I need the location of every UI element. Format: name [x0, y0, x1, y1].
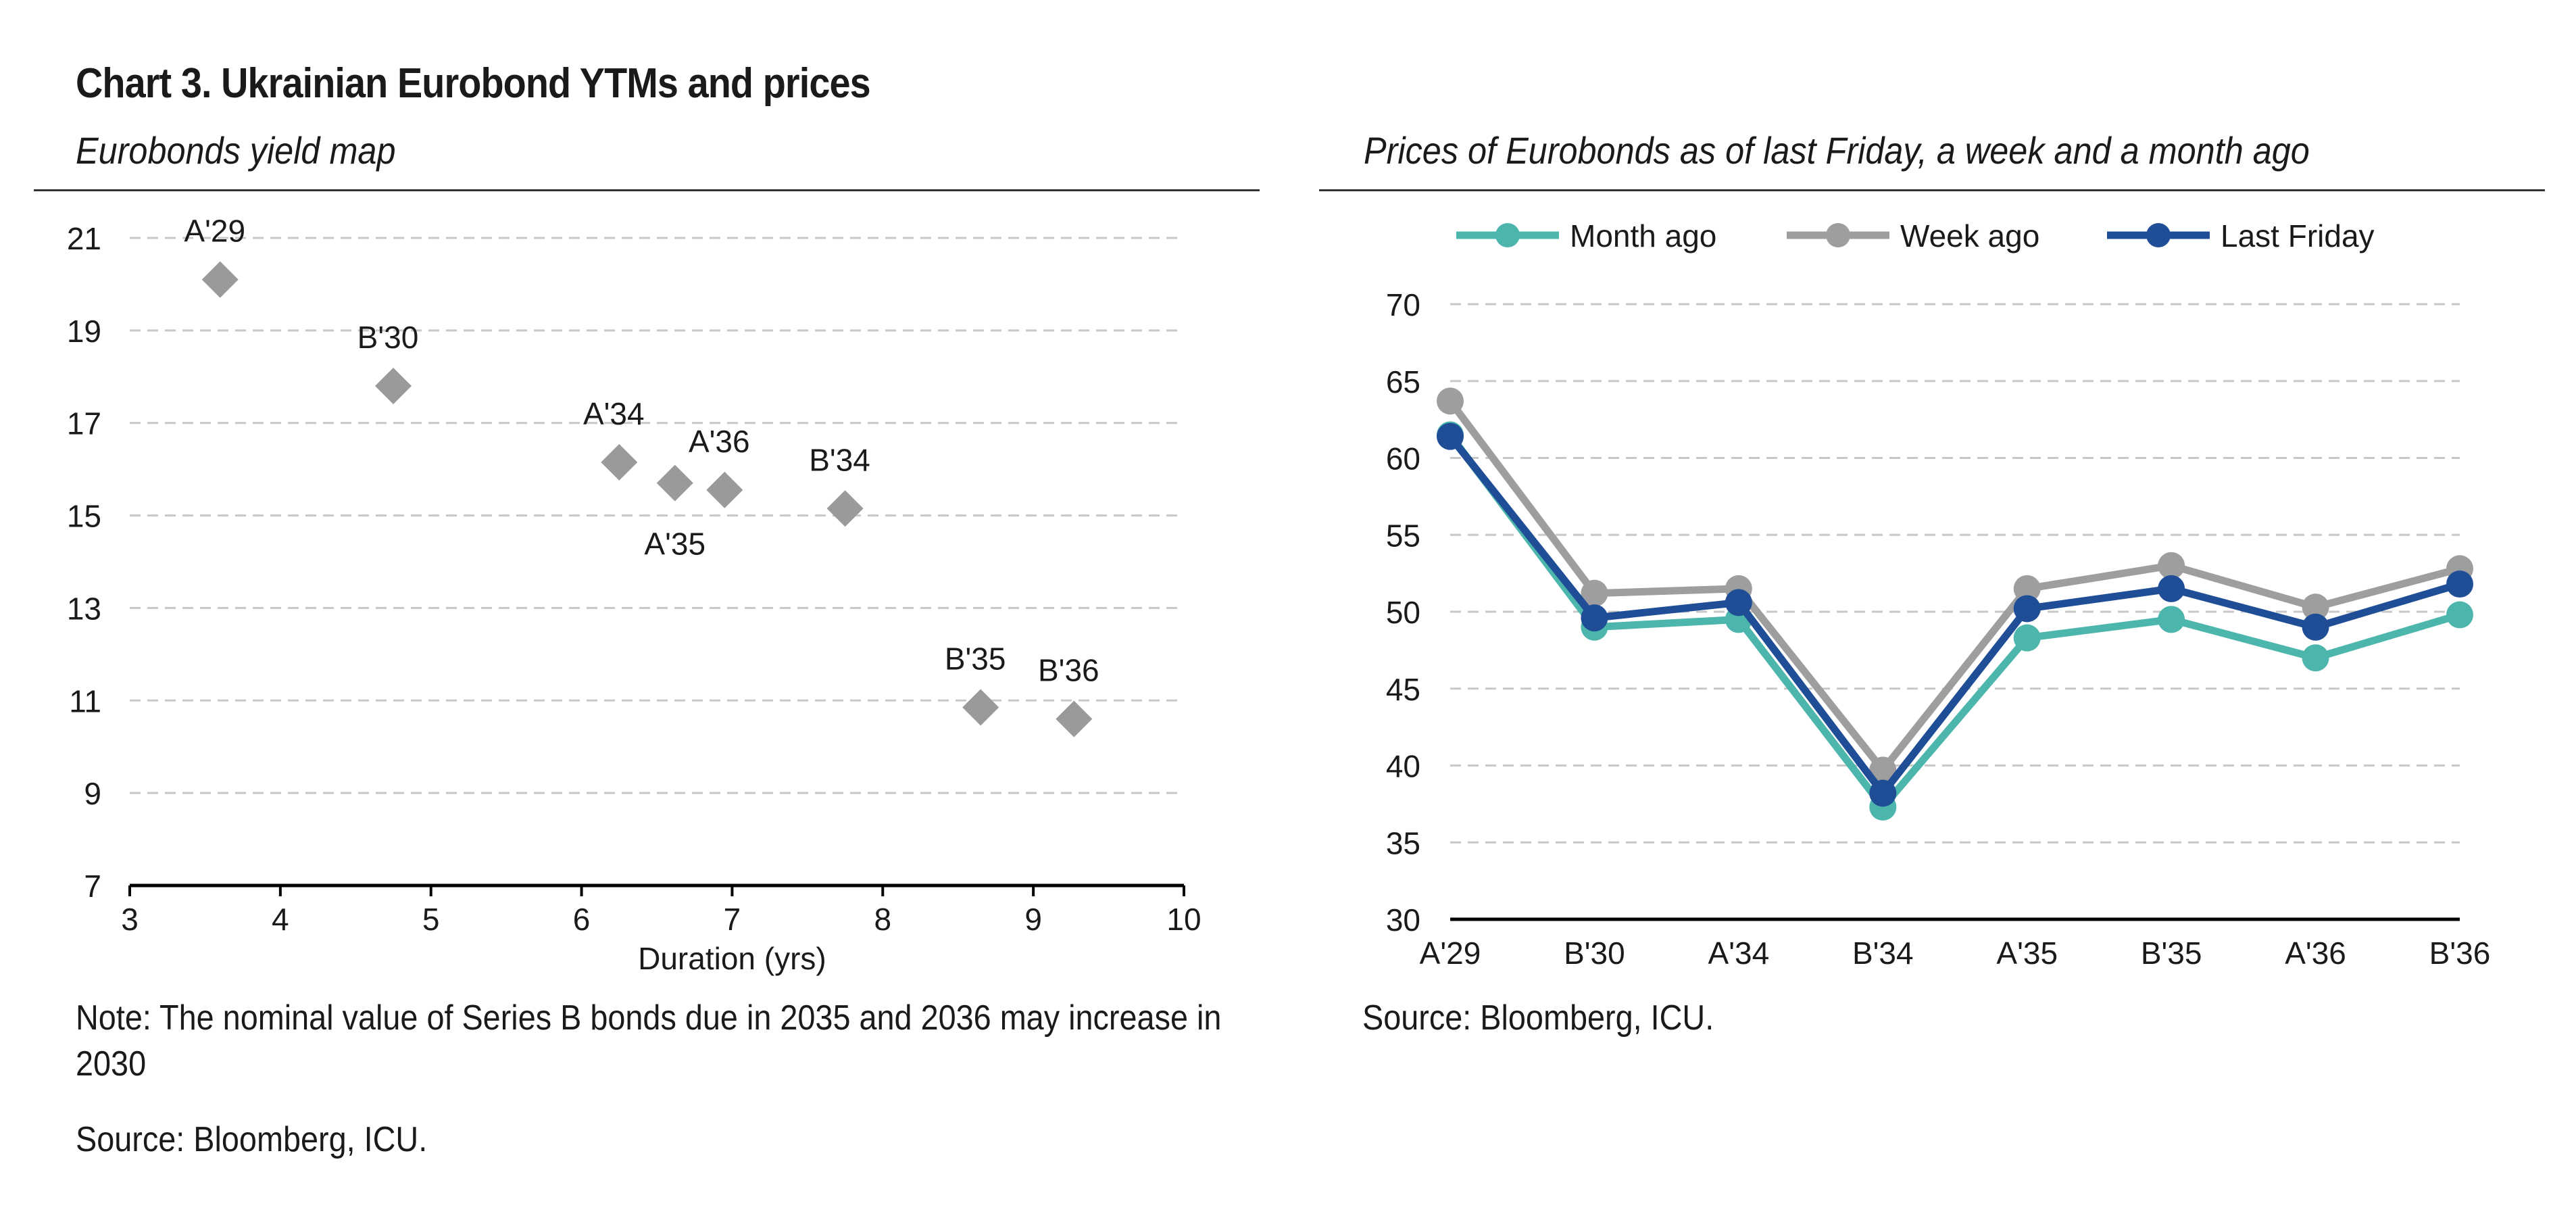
legend-swatch-marker [1826, 223, 1850, 247]
legend-swatch-marker [2146, 223, 2171, 247]
y-tick-label: 11 [69, 683, 101, 719]
series-point [2013, 624, 2041, 652]
x-tick-label: A'29 [1420, 936, 1481, 971]
series-point [2158, 552, 2185, 579]
scatter-point [375, 367, 412, 404]
x-tick-label: 5 [422, 902, 440, 937]
scatter-point [601, 443, 638, 481]
left-panel-title: Eurobonds yield map [76, 129, 396, 172]
y-tick-label: 19 [67, 314, 101, 349]
scatter-point [1056, 700, 1093, 737]
y-tick-label: 15 [67, 499, 101, 534]
legend-label: Month ago [1570, 218, 1716, 253]
point-label: B'36 [1038, 653, 1099, 688]
x-tick-label: 6 [573, 902, 591, 937]
y-tick-label: 55 [1386, 518, 1420, 553]
scatter-point [201, 261, 239, 298]
series-point [2446, 570, 2473, 598]
x-tick-label: A'34 [1708, 936, 1770, 971]
y-tick-label: 70 [1386, 287, 1420, 322]
point-label: A'34 [583, 396, 645, 431]
left-source: Source: Bloomberg, ICU. [76, 1120, 428, 1159]
x-tick-label: A'36 [2285, 936, 2346, 971]
y-tick-label: 21 [67, 221, 101, 256]
point-label: B'35 [945, 641, 1006, 677]
series-point [2013, 595, 2041, 623]
series-point [2302, 593, 2329, 621]
scatter-point [656, 464, 693, 502]
point-label: A'29 [184, 214, 245, 249]
series-point [2013, 575, 2041, 602]
series-point [1581, 579, 1608, 607]
y-tick-label: 40 [1386, 749, 1420, 784]
series-point [2158, 606, 2185, 633]
left-title-rule [34, 189, 1260, 191]
x-tick-label: 9 [1024, 902, 1042, 937]
x-axis-title: Duration (yrs) [638, 941, 826, 976]
series-point [1437, 387, 1464, 415]
x-tick-label: 8 [874, 902, 891, 937]
series-point [1581, 604, 1608, 632]
y-tick-label: 65 [1386, 364, 1420, 399]
series-point [1869, 779, 1897, 807]
x-tick-label: 4 [272, 902, 289, 937]
scatter-point [826, 490, 864, 527]
y-tick-label: 60 [1386, 441, 1420, 477]
y-tick-label: 45 [1386, 672, 1420, 707]
y-tick-label: 30 [1386, 902, 1420, 938]
point-label: B'34 [809, 442, 870, 477]
y-tick-label: 35 [1386, 825, 1420, 860]
y-tick-label: 7 [84, 869, 101, 904]
series-point [2158, 575, 2185, 602]
legend-swatch-marker [1495, 223, 1520, 247]
point-label: B'30 [357, 320, 419, 355]
x-tick-label: B'30 [1564, 936, 1625, 971]
x-tick-label: 10 [1166, 902, 1201, 937]
series-line [1447, 433, 2461, 811]
scatter-point [962, 689, 999, 726]
right-title-rule [1319, 189, 2545, 191]
legend-label: Week ago [1900, 218, 2039, 253]
series-point [1725, 589, 1752, 616]
series-line [1447, 434, 2461, 797]
x-tick-label: B'36 [2429, 936, 2491, 971]
scatter-point [706, 471, 743, 508]
y-tick-label: 50 [1386, 595, 1420, 630]
y-tick-label: 17 [67, 406, 101, 441]
series-point [2302, 644, 2329, 672]
series-point [2302, 613, 2329, 641]
right-source: Source: Bloomberg, ICU. [1362, 998, 1714, 1038]
x-tick-label: 7 [724, 902, 741, 937]
x-tick-label: 3 [121, 902, 139, 937]
x-tick-label: A'35 [1996, 936, 2058, 971]
x-tick-label: B'34 [1852, 936, 1914, 971]
point-label: A'35 [644, 527, 705, 562]
point-label: A'36 [689, 424, 750, 459]
series-line [1447, 399, 2461, 774]
series-point [2446, 601, 2473, 629]
x-tick-label: B'35 [2141, 936, 2202, 971]
legend-label: Last Friday [2221, 218, 2375, 253]
main-title: Chart 3. Ukrainian Eurobond YTMs and pri… [76, 60, 871, 107]
y-tick-label: 9 [84, 776, 101, 811]
right-panel-title: Prices of Eurobonds as of last Friday, a… [1364, 129, 2310, 172]
series-point [1869, 756, 1897, 784]
series-point [1437, 422, 1464, 450]
left-note: Note: The nominal value of Series B bond… [76, 998, 1222, 1084]
y-tick-label: 13 [67, 591, 101, 626]
